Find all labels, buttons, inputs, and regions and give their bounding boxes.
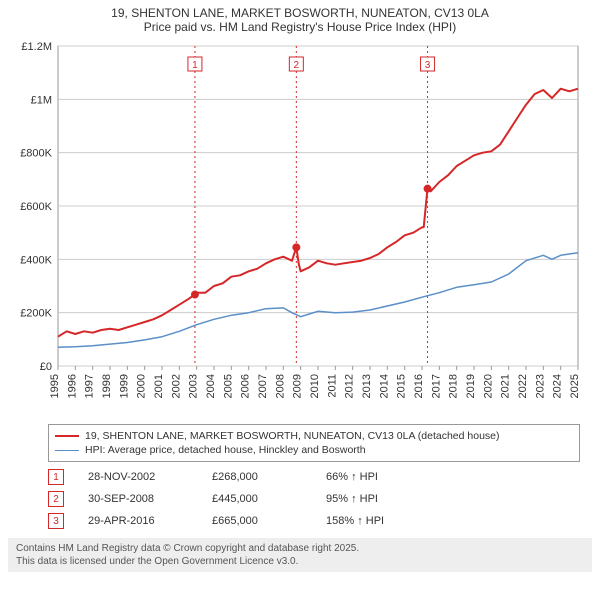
svg-text:£1.2M: £1.2M [21,41,52,53]
marker-badge: 1 [48,469,64,485]
attribution-footer: Contains HM Land Registry data © Crown c… [8,538,592,572]
svg-text:£1M: £1M [31,94,52,106]
marker-date: 30-SEP-2008 [88,493,188,505]
svg-text:2014: 2014 [378,374,390,398]
svg-text:£200K: £200K [20,308,52,320]
svg-text:£600K: £600K [20,201,52,213]
svg-text:2023: 2023 [534,374,546,398]
legend-swatch-property [55,435,79,437]
marker-price: £445,000 [212,493,302,505]
legend-label-hpi: HPI: Average price, detached house, Hinc… [85,444,366,456]
marker-row: 3 29-APR-2016 £665,000 158% ↑ HPI [48,510,580,532]
svg-text:1999: 1999 [118,374,130,398]
marker-date: 28-NOV-2002 [88,471,188,483]
svg-text:2002: 2002 [170,374,182,398]
svg-text:2019: 2019 [465,374,477,398]
svg-text:1995: 1995 [49,374,61,398]
legend-swatch-hpi [55,450,79,451]
svg-text:£400K: £400K [20,254,52,266]
svg-text:1996: 1996 [66,374,78,398]
footer-line2: This data is licensed under the Open Gov… [16,555,584,568]
svg-text:1997: 1997 [84,374,96,398]
marker-pct: 95% ↑ HPI [326,493,426,505]
svg-text:2017: 2017 [430,374,442,398]
marker-pct: 66% ↑ HPI [326,471,426,483]
svg-text:1: 1 [192,60,198,71]
title-address: 19, SHENTON LANE, MARKET BOSWORTH, NUNEA… [10,6,590,20]
svg-text:£800K: £800K [20,148,52,160]
svg-text:2001: 2001 [153,374,165,398]
svg-text:3: 3 [425,60,431,71]
svg-text:2007: 2007 [257,374,269,398]
marker-badge: 2 [48,491,64,507]
svg-text:1998: 1998 [101,374,113,398]
svg-text:2: 2 [294,60,300,71]
legend-row-property: 19, SHENTON LANE, MARKET BOSWORTH, NUNEA… [55,429,573,443]
chart-svg: £0 £200K £400K £600K £800K £1M £1.2M 1995 1996 19… [10,38,590,418]
marker-price: £268,000 [212,471,302,483]
svg-text:2020: 2020 [482,374,494,398]
footer-line1: Contains HM Land Registry data © Crown c… [16,542,584,555]
legend: 19, SHENTON LANE, MARKET BOSWORTH, NUNEA… [48,424,580,462]
svg-text:2005: 2005 [222,374,234,398]
svg-text:2011: 2011 [326,374,338,398]
svg-text:2025: 2025 [569,374,581,398]
svg-text:2010: 2010 [309,374,321,398]
svg-text:2000: 2000 [136,374,148,398]
svg-text:2013: 2013 [361,374,373,398]
marker-date: 29-APR-2016 [88,515,188,527]
title-subtitle: Price paid vs. HM Land Registry's House … [10,20,590,34]
svg-text:2009: 2009 [292,374,304,398]
marker-pct: 158% ↑ HPI [326,515,426,527]
marker-price: £665,000 [212,515,302,527]
svg-text:2022: 2022 [517,374,529,398]
marker-row: 1 28-NOV-2002 £268,000 66% ↑ HPI [48,466,580,488]
svg-text:2024: 2024 [552,374,564,398]
svg-text:2015: 2015 [396,374,408,398]
svg-text:2006: 2006 [240,374,252,398]
svg-text:2012: 2012 [344,374,356,398]
svg-text:2008: 2008 [274,374,286,398]
svg-text:2018: 2018 [448,374,460,398]
chart-title: 19, SHENTON LANE, MARKET BOSWORTH, NUNEA… [0,0,600,38]
svg-text:£0: £0 [40,361,52,373]
marker-table: 1 28-NOV-2002 £268,000 66% ↑ HPI 2 30-SEP-200… [48,466,580,532]
svg-text:2003: 2003 [188,374,200,398]
legend-label-property: 19, SHENTON LANE, MARKET BOSWORTH, NUNEA… [85,430,500,442]
svg-text:2004: 2004 [205,374,217,398]
legend-row-hpi: HPI: Average price, detached house, Hinc… [55,443,573,457]
price-chart: £0 £200K £400K £600K £800K £1M £1.2M 1995 1996 19… [10,38,590,418]
svg-text:2016: 2016 [413,374,425,398]
marker-badge: 3 [48,513,64,529]
svg-text:2021: 2021 [500,374,512,398]
marker-row: 2 30-SEP-2008 £445,000 95% ↑ HPI [48,488,580,510]
